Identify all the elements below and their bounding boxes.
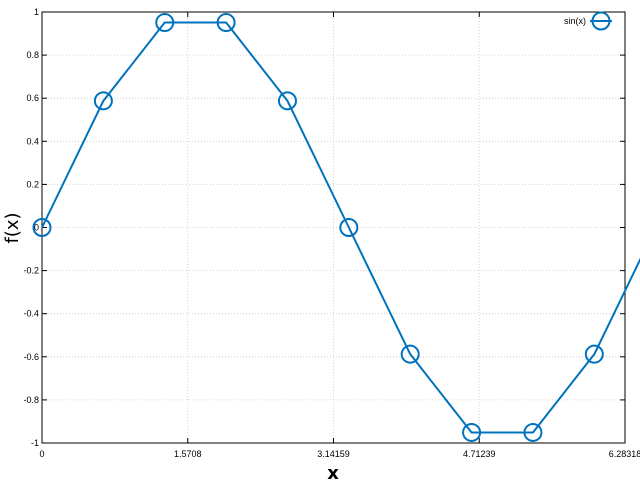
series — [32, 13, 640, 442]
data-point — [584, 344, 604, 364]
data-point — [32, 218, 52, 237]
y-tick-label: 0.6 — [26, 93, 39, 103]
y-tick-label: 0.4 — [26, 136, 39, 146]
y-tick-label: 0.2 — [26, 179, 39, 189]
x-tick-label: 0 — [39, 449, 44, 459]
y-tick-label: -0.2 — [23, 266, 39, 276]
ticks — [41, 11, 626, 444]
data-point — [462, 422, 482, 442]
y-tick-label: -0.4 — [23, 309, 39, 319]
data-point — [93, 91, 113, 111]
data-point — [339, 218, 359, 237]
legend-marker — [591, 11, 611, 31]
grid — [41, 11, 626, 444]
x-tick-label: 4.71239 — [463, 449, 496, 459]
y-tick-labels: -1 -0.8 -0.6 -0.4 -0.2 0 0.2 0.4 0.6 0.8 1 — [23, 7, 39, 448]
y-tick-label: 0 — [34, 223, 39, 233]
y-axis-title: f(x) — [2, 212, 23, 243]
y-tick-label: -0.8 — [23, 395, 39, 405]
data-point — [216, 13, 236, 33]
legend-label: sin(x) — [564, 16, 586, 26]
x-axis-title: x — [327, 463, 339, 480]
y-tick-label: -1 — [31, 438, 39, 448]
x-tick-label: 3.14159 — [317, 449, 350, 459]
x-tick-labels: 0 1.5708 3.14159 4.71239 6.28318 — [39, 449, 640, 459]
legend: sin(x) — [564, 11, 612, 31]
series-line — [41, 21, 640, 434]
data-point — [277, 91, 297, 111]
x-tick-label: 6.28318 — [609, 449, 640, 459]
y-tick-label: -0.6 — [23, 352, 39, 362]
data-point — [400, 344, 420, 364]
y-tick-label: 0.8 — [26, 50, 39, 60]
data-point — [155, 13, 175, 33]
y-tick-label: 1 — [34, 7, 39, 17]
data-point — [523, 422, 543, 442]
x-tick-label: 1.5708 — [174, 449, 202, 459]
